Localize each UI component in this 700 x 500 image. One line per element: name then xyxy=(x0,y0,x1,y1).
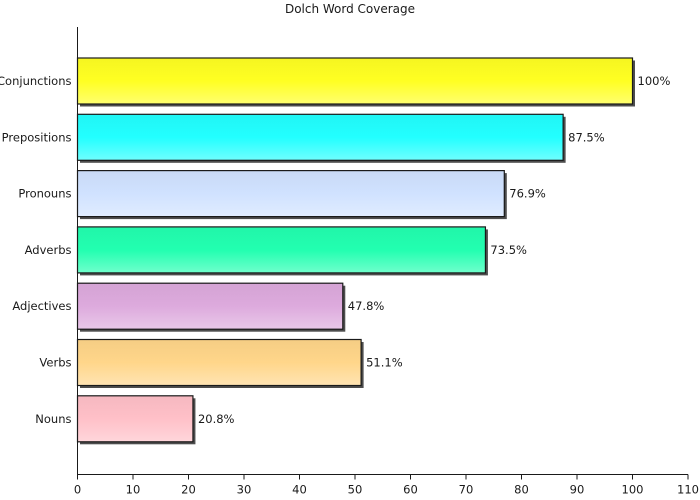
bar-adverbs[interactable] xyxy=(76,226,487,274)
x-tick-label: 70 xyxy=(459,483,474,497)
x-tick-label: 0 xyxy=(74,483,81,497)
data-label-prepositions: 87.5% xyxy=(568,130,605,144)
category-label-conjunctions: Conjunctions xyxy=(0,74,72,88)
x-tick-label: 30 xyxy=(237,483,252,497)
x-tick-label: 110 xyxy=(677,483,699,497)
bar-conjunctions[interactable] xyxy=(76,57,634,105)
x-tick-label: 10 xyxy=(126,483,141,497)
data-label-nouns: 20.8% xyxy=(198,412,235,426)
bar-prepositions[interactable] xyxy=(76,113,564,161)
category-label-verbs: Verbs xyxy=(39,356,71,370)
x-tick-label: 40 xyxy=(292,483,307,497)
x-tick-label: 90 xyxy=(570,483,585,497)
x-tick-label: 20 xyxy=(181,483,196,497)
category-label-adjectives: Adjectives xyxy=(12,299,71,313)
x-tick-label: 60 xyxy=(403,483,418,497)
chart-title: Dolch Word Coverage xyxy=(285,2,415,16)
bar-pronouns[interactable] xyxy=(76,170,505,218)
data-label-conjunctions: 100% xyxy=(638,74,671,88)
data-label-adverbs: 73.5% xyxy=(490,243,527,257)
data-label-verbs: 51.1% xyxy=(366,356,403,370)
bars-layer: 100% 87.5% 76.9% 73.5% 47.8% 51.1% 20.8% xyxy=(76,57,671,445)
x-tick-label: 100 xyxy=(622,483,644,497)
data-label-pronouns: 76.9% xyxy=(509,187,546,201)
bar-nouns[interactable] xyxy=(76,395,194,443)
x-tick-label: 80 xyxy=(514,483,529,497)
category-label-prepositions: Prepositions xyxy=(2,130,72,144)
x-tick-label: 50 xyxy=(348,483,363,497)
category-label-pronouns: Pronouns xyxy=(18,187,71,201)
category-label-adverbs: Adverbs xyxy=(25,243,72,257)
bar-verbs[interactable] xyxy=(76,338,362,387)
data-label-adjectives: 47.8% xyxy=(348,299,385,313)
category-label-nouns: Nouns xyxy=(35,412,71,426)
axes-layer: Conjunctions Prepositions Pronouns Adverbs A… xyxy=(0,27,699,497)
bar-adjectives[interactable] xyxy=(76,282,344,330)
